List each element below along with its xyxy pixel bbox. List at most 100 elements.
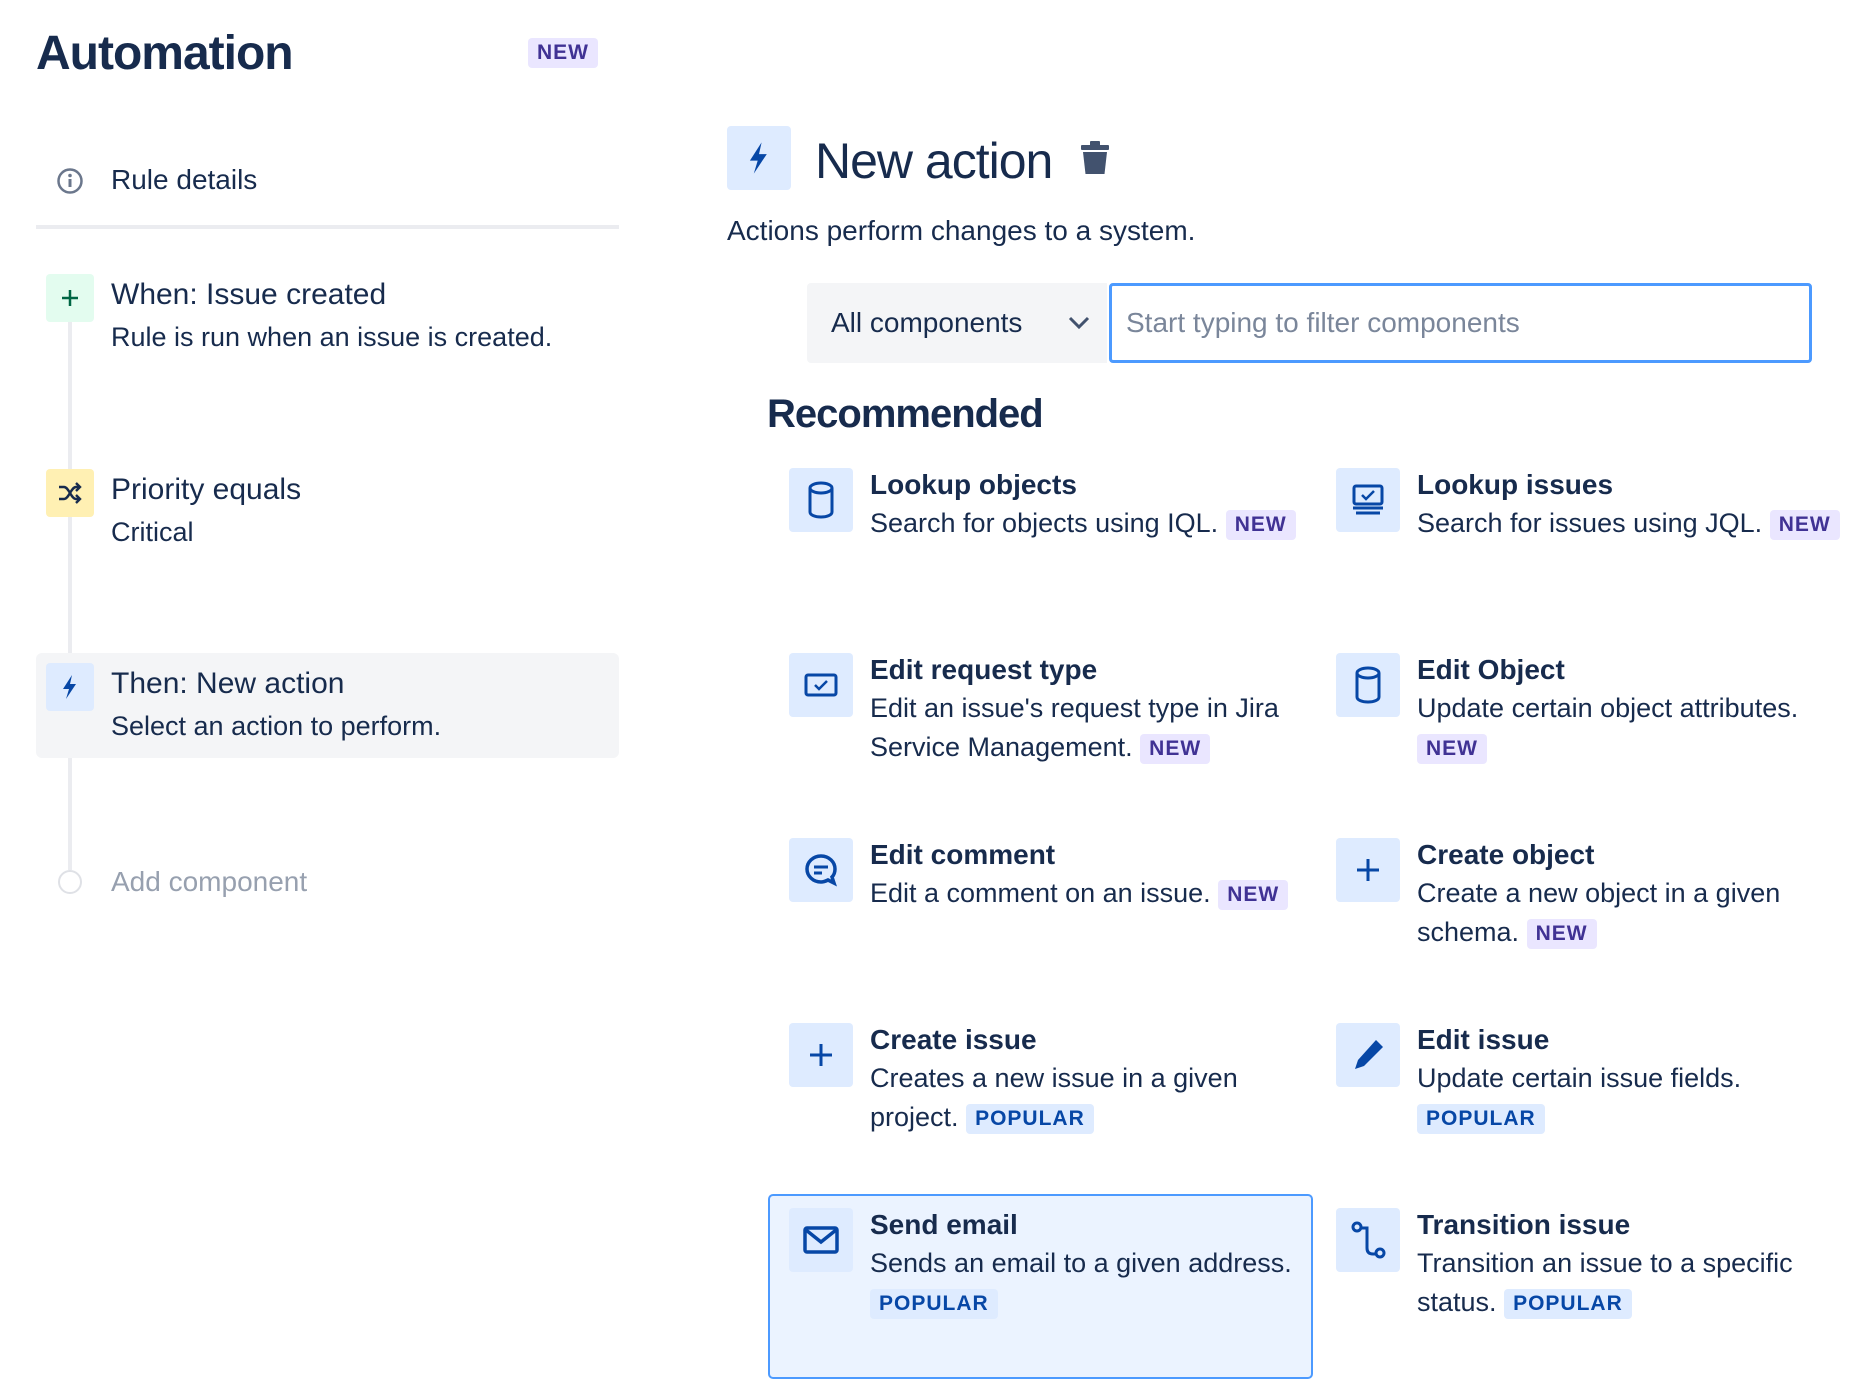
step-desc: Select an action to perform.: [111, 711, 442, 741]
step-trigger[interactable]: When: Issue created Rule is run when an …: [36, 264, 619, 369]
component-title: Edit issue: [1417, 1024, 1550, 1055]
plus-icon: [46, 274, 94, 322]
component-desc-text: Create a new object in a given schema.: [1417, 878, 1781, 947]
component-item[interactable]: Edit issue Update certain issue fields. …: [1315, 1023, 1858, 1208]
component-item[interactable]: Send email Sends an email to a given add…: [768, 1194, 1313, 1379]
popular-badge: POPULAR: [966, 1103, 1094, 1134]
component-item[interactable]: Create object Create a new object in a g…: [1315, 838, 1858, 1023]
monitor-check-icon: [1336, 468, 1400, 532]
comment-icon: [789, 838, 853, 902]
new-badge: NEW: [528, 38, 598, 68]
component-title: Send email: [870, 1209, 1018, 1240]
new-badge: NEW: [1218, 879, 1289, 910]
component-title: Lookup issues: [1417, 469, 1614, 500]
recommended-grid: Lookup objects Search for objects using …: [768, 468, 1858, 1393]
component-item[interactable]: Create issue Creates a new issue in a gi…: [768, 1023, 1315, 1208]
step-desc: Critical: [111, 517, 194, 547]
page-subtitle: Actions perform changes to a system.: [727, 215, 1196, 246]
plus-icon: [789, 1023, 853, 1087]
component-item[interactable]: Lookup issues Search for issues using JQ…: [1315, 468, 1858, 653]
component-text: Edit issue Update certain issue fields. …: [1417, 1023, 1847, 1137]
divider: [36, 225, 619, 229]
plus-icon: [1336, 838, 1400, 902]
component-item[interactable]: Edit comment Edit a comment on an issue.…: [768, 838, 1315, 1023]
new-badge: NEW: [1769, 509, 1840, 540]
component-text: Create object Create a new object in a g…: [1417, 838, 1847, 952]
component-title: Lookup objects: [870, 469, 1077, 500]
component-title: Edit request type: [870, 654, 1098, 685]
component-item[interactable]: Transition issue Transition an issue to …: [1315, 1208, 1858, 1393]
step-title: Priority equals: [111, 473, 302, 506]
component-text: Create issue Creates a new issue in a gi…: [870, 1023, 1300, 1137]
add-component-link[interactable]: Add component: [111, 866, 308, 897]
popular-badge: POPULAR: [1417, 1103, 1545, 1134]
component-desc-text: Search for issues using JQL.: [1417, 508, 1763, 538]
component-text: Edit comment Edit a comment on an issue.…: [870, 838, 1300, 913]
component-desc: Update certain object attributes. NEW: [1417, 689, 1847, 767]
lightning-icon: [46, 663, 94, 711]
app-title: Automation: [36, 27, 294, 80]
component-desc: Edit an issue's request type in Jira Ser…: [870, 689, 1300, 767]
component-desc-text: Edit a comment on an issue.: [870, 878, 1211, 908]
database-icon: [789, 468, 853, 532]
trash-icon[interactable]: [1078, 140, 1112, 181]
component-desc: Create a new object in a given schema. N…: [1417, 874, 1847, 952]
component-desc-text: Search for objects using IQL.: [870, 508, 1219, 538]
component-text: Edit request type Edit an issue's reques…: [870, 653, 1300, 767]
step-condition[interactable]: Priority equals Critical: [36, 459, 619, 564]
component-title: Transition issue: [1417, 1209, 1631, 1240]
pencil-icon: [1336, 1023, 1400, 1087]
component-desc-text: Creates a new issue in a given project.: [870, 1063, 1238, 1132]
component-desc: Edit a comment on an issue. NEW: [870, 874, 1300, 913]
checkbox-icon: [789, 653, 853, 717]
step-action[interactable]: Then: New action Select an action to per…: [36, 653, 619, 758]
component-desc: Update certain issue fields. POPULAR: [1417, 1059, 1847, 1137]
section-title: Recommended: [767, 392, 1044, 436]
filter-input[interactable]: [1109, 283, 1812, 363]
component-desc: Search for objects using IQL. NEW: [870, 504, 1300, 543]
component-title: Create issue: [870, 1024, 1037, 1055]
component-text: Lookup objects Search for objects using …: [870, 468, 1300, 543]
lightning-icon: [727, 126, 791, 190]
new-badge: NEW: [1225, 509, 1296, 540]
component-desc: Transition an issue to a specific status…: [1417, 1244, 1847, 1322]
step-title: When: Issue created: [111, 278, 387, 311]
component-item[interactable]: Edit Object Update certain object attrib…: [1315, 653, 1858, 838]
step-title: Then: New action: [111, 667, 345, 700]
component-desc-text: Update certain issue fields.: [1417, 1063, 1742, 1093]
component-title: Edit Object: [1417, 654, 1565, 685]
email-icon: [789, 1208, 853, 1272]
component-desc: Creates a new issue in a given project. …: [870, 1059, 1300, 1137]
step-desc: Rule is run when an issue is created.: [111, 322, 553, 352]
component-text: Edit Object Update certain object attrib…: [1417, 653, 1847, 767]
transition-icon: [1336, 1208, 1400, 1272]
components-select-value: All components: [831, 307, 1023, 338]
shuffle-icon: [46, 469, 94, 517]
component-title: Edit comment: [870, 839, 1056, 870]
info-icon: [56, 167, 84, 200]
component-text: Transition issue Transition an issue to …: [1417, 1208, 1847, 1322]
steps-connector: [68, 320, 72, 870]
component-desc: Sends an email to a given address. POPUL…: [870, 1244, 1300, 1322]
component-desc-text: Edit an issue's request type in Jira Ser…: [870, 693, 1279, 762]
rule-details-link[interactable]: Rule details: [36, 150, 619, 210]
popular-badge: POPULAR: [1504, 1288, 1632, 1319]
new-badge: NEW: [1140, 733, 1211, 764]
chevron-down-icon: [1068, 316, 1090, 330]
component-text: Send email Sends an email to a given add…: [870, 1208, 1300, 1322]
rule-details-label: Rule details: [111, 164, 258, 195]
components-select[interactable]: All components: [807, 283, 1107, 363]
popular-badge: POPULAR: [870, 1288, 998, 1319]
new-badge: NEW: [1526, 918, 1597, 949]
component-desc-text: Transition an issue to a specific status…: [1417, 1248, 1793, 1317]
component-text: Lookup issues Search for issues using JQ…: [1417, 468, 1847, 543]
component-desc-text: Sends an email to a given address.: [870, 1248, 1292, 1278]
new-badge: NEW: [1417, 733, 1487, 764]
add-component-dot: [58, 870, 82, 894]
component-item[interactable]: Lookup objects Search for objects using …: [768, 468, 1315, 653]
component-item[interactable]: Edit request type Edit an issue's reques…: [768, 653, 1315, 838]
component-title: Create object: [1417, 839, 1595, 870]
page-title: New action: [815, 133, 1053, 189]
component-desc-text: Update certain object attributes.: [1417, 693, 1799, 723]
component-desc: Search for issues using JQL. NEW: [1417, 504, 1847, 543]
